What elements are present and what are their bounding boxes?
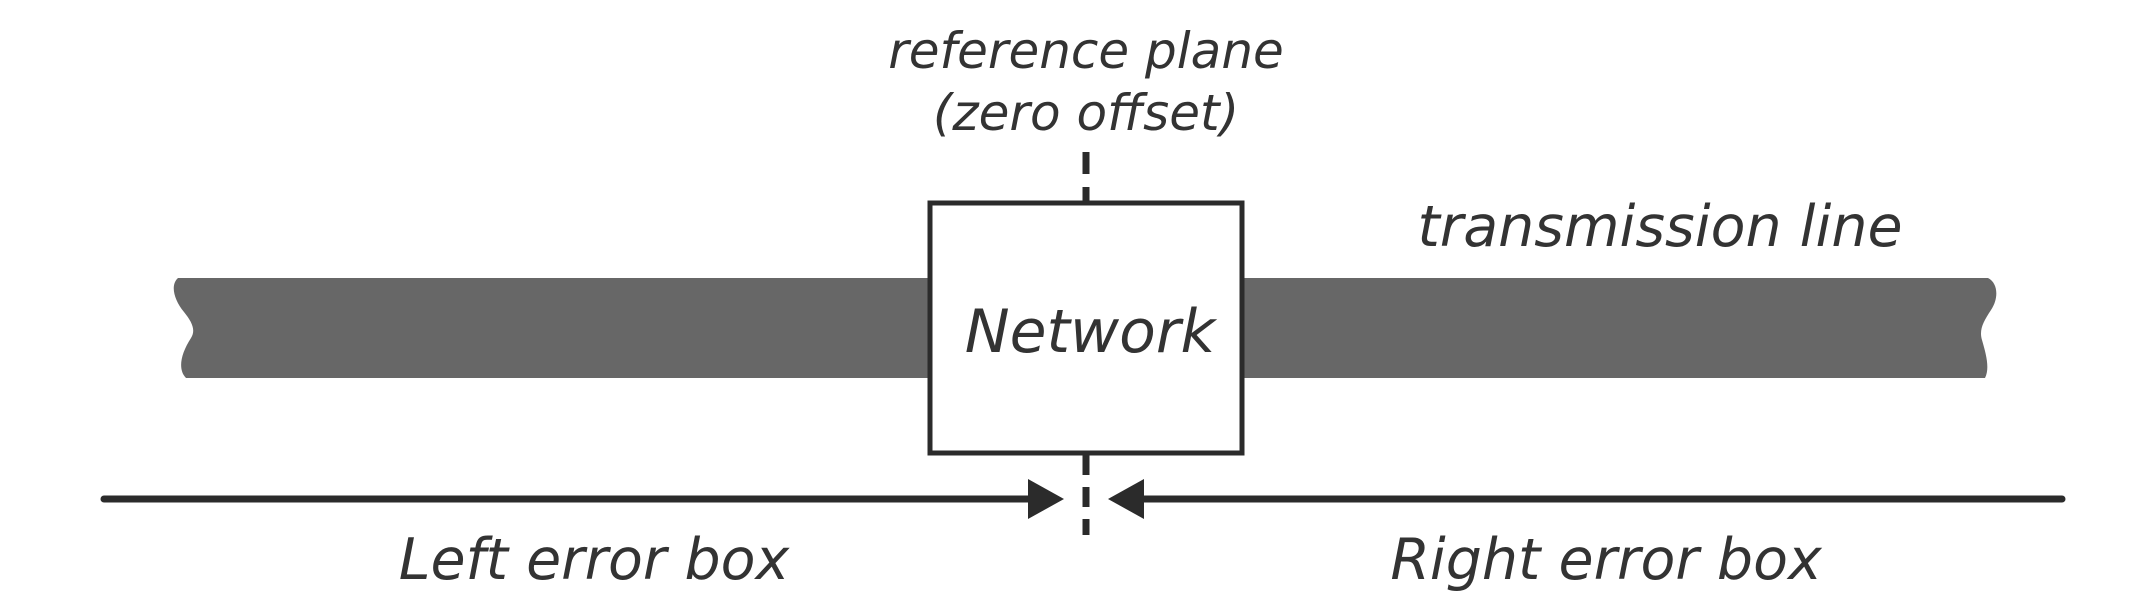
left-error-box-label: Left error box xyxy=(398,527,790,593)
left-error-box-arrowhead xyxy=(1028,479,1064,519)
right-error-box-arrowhead xyxy=(1108,479,1144,519)
right-error-box-label: Right error box xyxy=(1390,527,1822,593)
transmission-line-left xyxy=(173,278,931,378)
network-label: Network xyxy=(964,297,1216,367)
network-box xyxy=(927,200,1245,456)
zero-offset-label: (zero offset) xyxy=(932,84,1240,142)
transmission-line-label: transmission line xyxy=(1417,194,1903,260)
reference-plane-label: reference plane xyxy=(888,22,1284,80)
transmission-line-right xyxy=(1242,278,1997,378)
